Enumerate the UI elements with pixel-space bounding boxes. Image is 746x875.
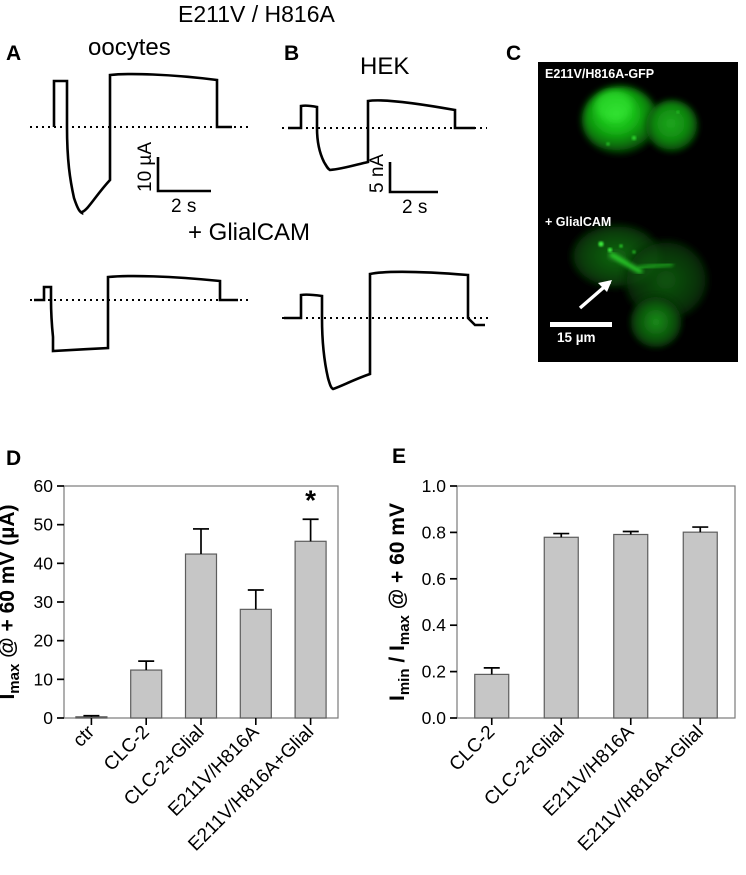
bar-D-4 [294, 540, 327, 719]
bar-E-3 [682, 531, 718, 719]
arrow-icon [578, 280, 612, 310]
chart-d: 0 10 20 30 40 50 60 ctr CLC-2 CLC-2+Glial E211V/H8… [0, 470, 372, 875]
y-tick-label-E-2: 0.4 [422, 615, 447, 635]
panel-c-micrograph: E211V/H816A-GFP [538, 62, 738, 362]
x-tick-label-E-3: E211V/H816A+Glial [574, 722, 708, 856]
panel-a-heading: oocytes [88, 34, 171, 61]
panel-b-heading: HEK [360, 53, 410, 80]
scale-bar-label: 15 µm [557, 330, 596, 345]
y-tick-label-D-3: 30 [34, 592, 54, 612]
panel-a-bottom-trace [20, 255, 260, 395]
x-tick-label-D-1: CLC-2 [100, 722, 154, 776]
y-tick-label-E-0: 0.0 [422, 708, 447, 728]
y-axis-label-E: Imin / Imax @ + 60 mV [386, 503, 413, 701]
panel-a-top-trace [20, 60, 260, 225]
panel-letter-b: B [284, 42, 300, 65]
current-trace-b-top [288, 99, 475, 172]
current-trace-a-bottom [34, 274, 238, 353]
glialcam-row-label: + GlialCAM [188, 219, 311, 246]
current-trace-b-bottom [284, 270, 485, 391]
chart-e: 0.0 0.2 0.4 0.6 0.8 1.0 CLC-2 CLC-2+Glial E211V/… [374, 470, 746, 875]
bar-E-0 [474, 673, 510, 719]
y-axis-label-D: Imax @ + 60 mV (µA) [0, 504, 23, 699]
panel-letter-c: C [506, 42, 522, 65]
micrograph-top-gfp: E211V/H816A-GFP [538, 62, 738, 210]
panel-letter-a: A [6, 42, 22, 65]
bar-E-1 [543, 536, 579, 719]
scalebar-horizontal-label-a: 2 s [171, 196, 196, 217]
current-trace-a-top [52, 72, 232, 216]
svg-text:Imin / Imax @ + 60 mV: Imin / Imax @ + 60 mV [386, 503, 413, 701]
micrograph-bottom-glialcam: + GlialCAM 15 µm [538, 210, 738, 362]
bar-E-2 [613, 533, 649, 719]
scalebar-vertical-label-b: 5 nA [367, 154, 388, 193]
panel-letter-e: E [392, 445, 407, 468]
figure-title: E211V / H816A [178, 1, 335, 27]
svg-text:Imax @ + 60 mV (µA): Imax @ + 60 mV (µA) [0, 504, 23, 699]
y-tick-label-E-3: 0.6 [422, 569, 446, 589]
y-tick-label-E-5: 1.0 [422, 476, 447, 496]
bar-D-1 [130, 669, 163, 719]
bar-D-2 [184, 553, 218, 719]
micrograph-bottom-label: + GlialCAM [545, 215, 612, 229]
bar-D-3 [239, 608, 272, 719]
panel-b-scalebar: 5 nA 2 s [358, 154, 466, 228]
plot-frame-E [456, 485, 736, 719]
y-tick-label-D-6: 60 [34, 476, 54, 496]
significance-star-D: * [305, 484, 316, 515]
panel-b-bottom-trace [270, 255, 500, 400]
scalebar-horizontal-label-b: 2 s [402, 197, 427, 218]
y-tick-label-E-4: 0.8 [422, 522, 446, 542]
panel-letter-d: D [6, 447, 22, 470]
y-tick-label-D-1: 10 [34, 669, 54, 689]
micrograph-top-label: E211V/H816A-GFP [545, 67, 655, 81]
x-tick-label-D-0: ctr [69, 721, 99, 751]
y-tick-label-D-0: 0 [43, 708, 53, 728]
panel-b-top-trace [270, 75, 500, 225]
panel-a-scalebar: 10 µA 2 s [125, 142, 235, 224]
x-tick-label-E-0: CLC-2 [446, 722, 500, 776]
y-tick-label-D-4: 40 [34, 553, 54, 573]
scalebar-vertical-label-a: 10 µA [135, 142, 156, 192]
scalebar-lines-a [156, 157, 211, 193]
bar-D-0 [75, 716, 108, 719]
y-tick-label-D-5: 50 [34, 515, 54, 535]
y-tick-label-D-2: 20 [34, 631, 54, 651]
y-tick-label-E-1: 0.2 [422, 662, 446, 682]
scalebar-lines-b [388, 162, 438, 194]
scale-bar-line [550, 322, 612, 327]
